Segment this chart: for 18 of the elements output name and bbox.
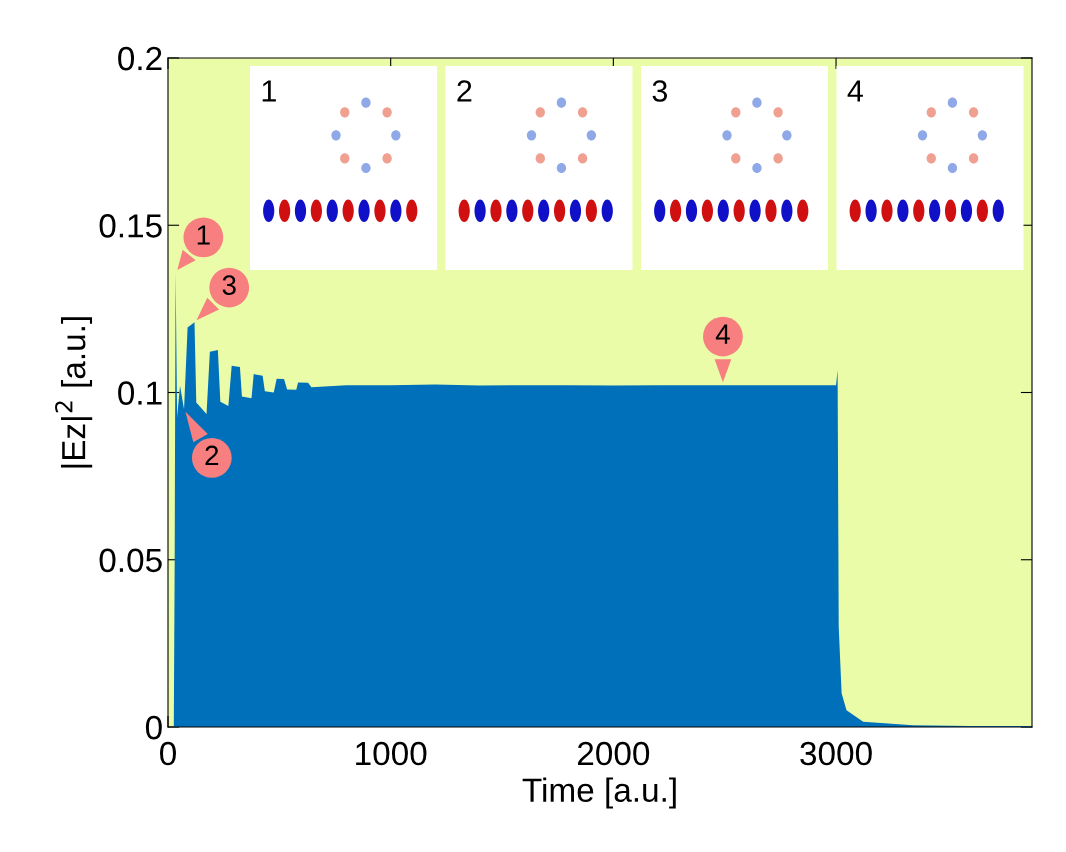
annotation: 3 bbox=[652, 80, 668, 102]
y-axis-title: |Ez|$^{2}$ [a.u.] bbox=[55, 317, 93, 468]
annotation: 1 bbox=[197, 225, 210, 245]
x-tick-label: 2000 bbox=[577, 741, 650, 766]
y-tick-label: 0.05 bbox=[99, 548, 162, 573]
annotation: 2 bbox=[205, 445, 219, 466]
annotation: 4 bbox=[715, 324, 730, 344]
annotation: 1 bbox=[262, 80, 276, 102]
x-axis-title: Time [a.u.] bbox=[522, 777, 676, 809]
annotation: 4 bbox=[847, 80, 863, 102]
y-tick-label: 0 bbox=[145, 715, 162, 740]
annotation: 2 bbox=[457, 80, 472, 102]
x-tick-label: 3000 bbox=[800, 741, 872, 766]
y-tick-label: 0.2 bbox=[118, 46, 162, 71]
annotation: 3 bbox=[222, 275, 236, 295]
x-tick-label: 1000 bbox=[356, 741, 427, 766]
y-tick-label: 0.15 bbox=[99, 214, 162, 238]
y-tick-label: 0.1 bbox=[118, 381, 162, 405]
